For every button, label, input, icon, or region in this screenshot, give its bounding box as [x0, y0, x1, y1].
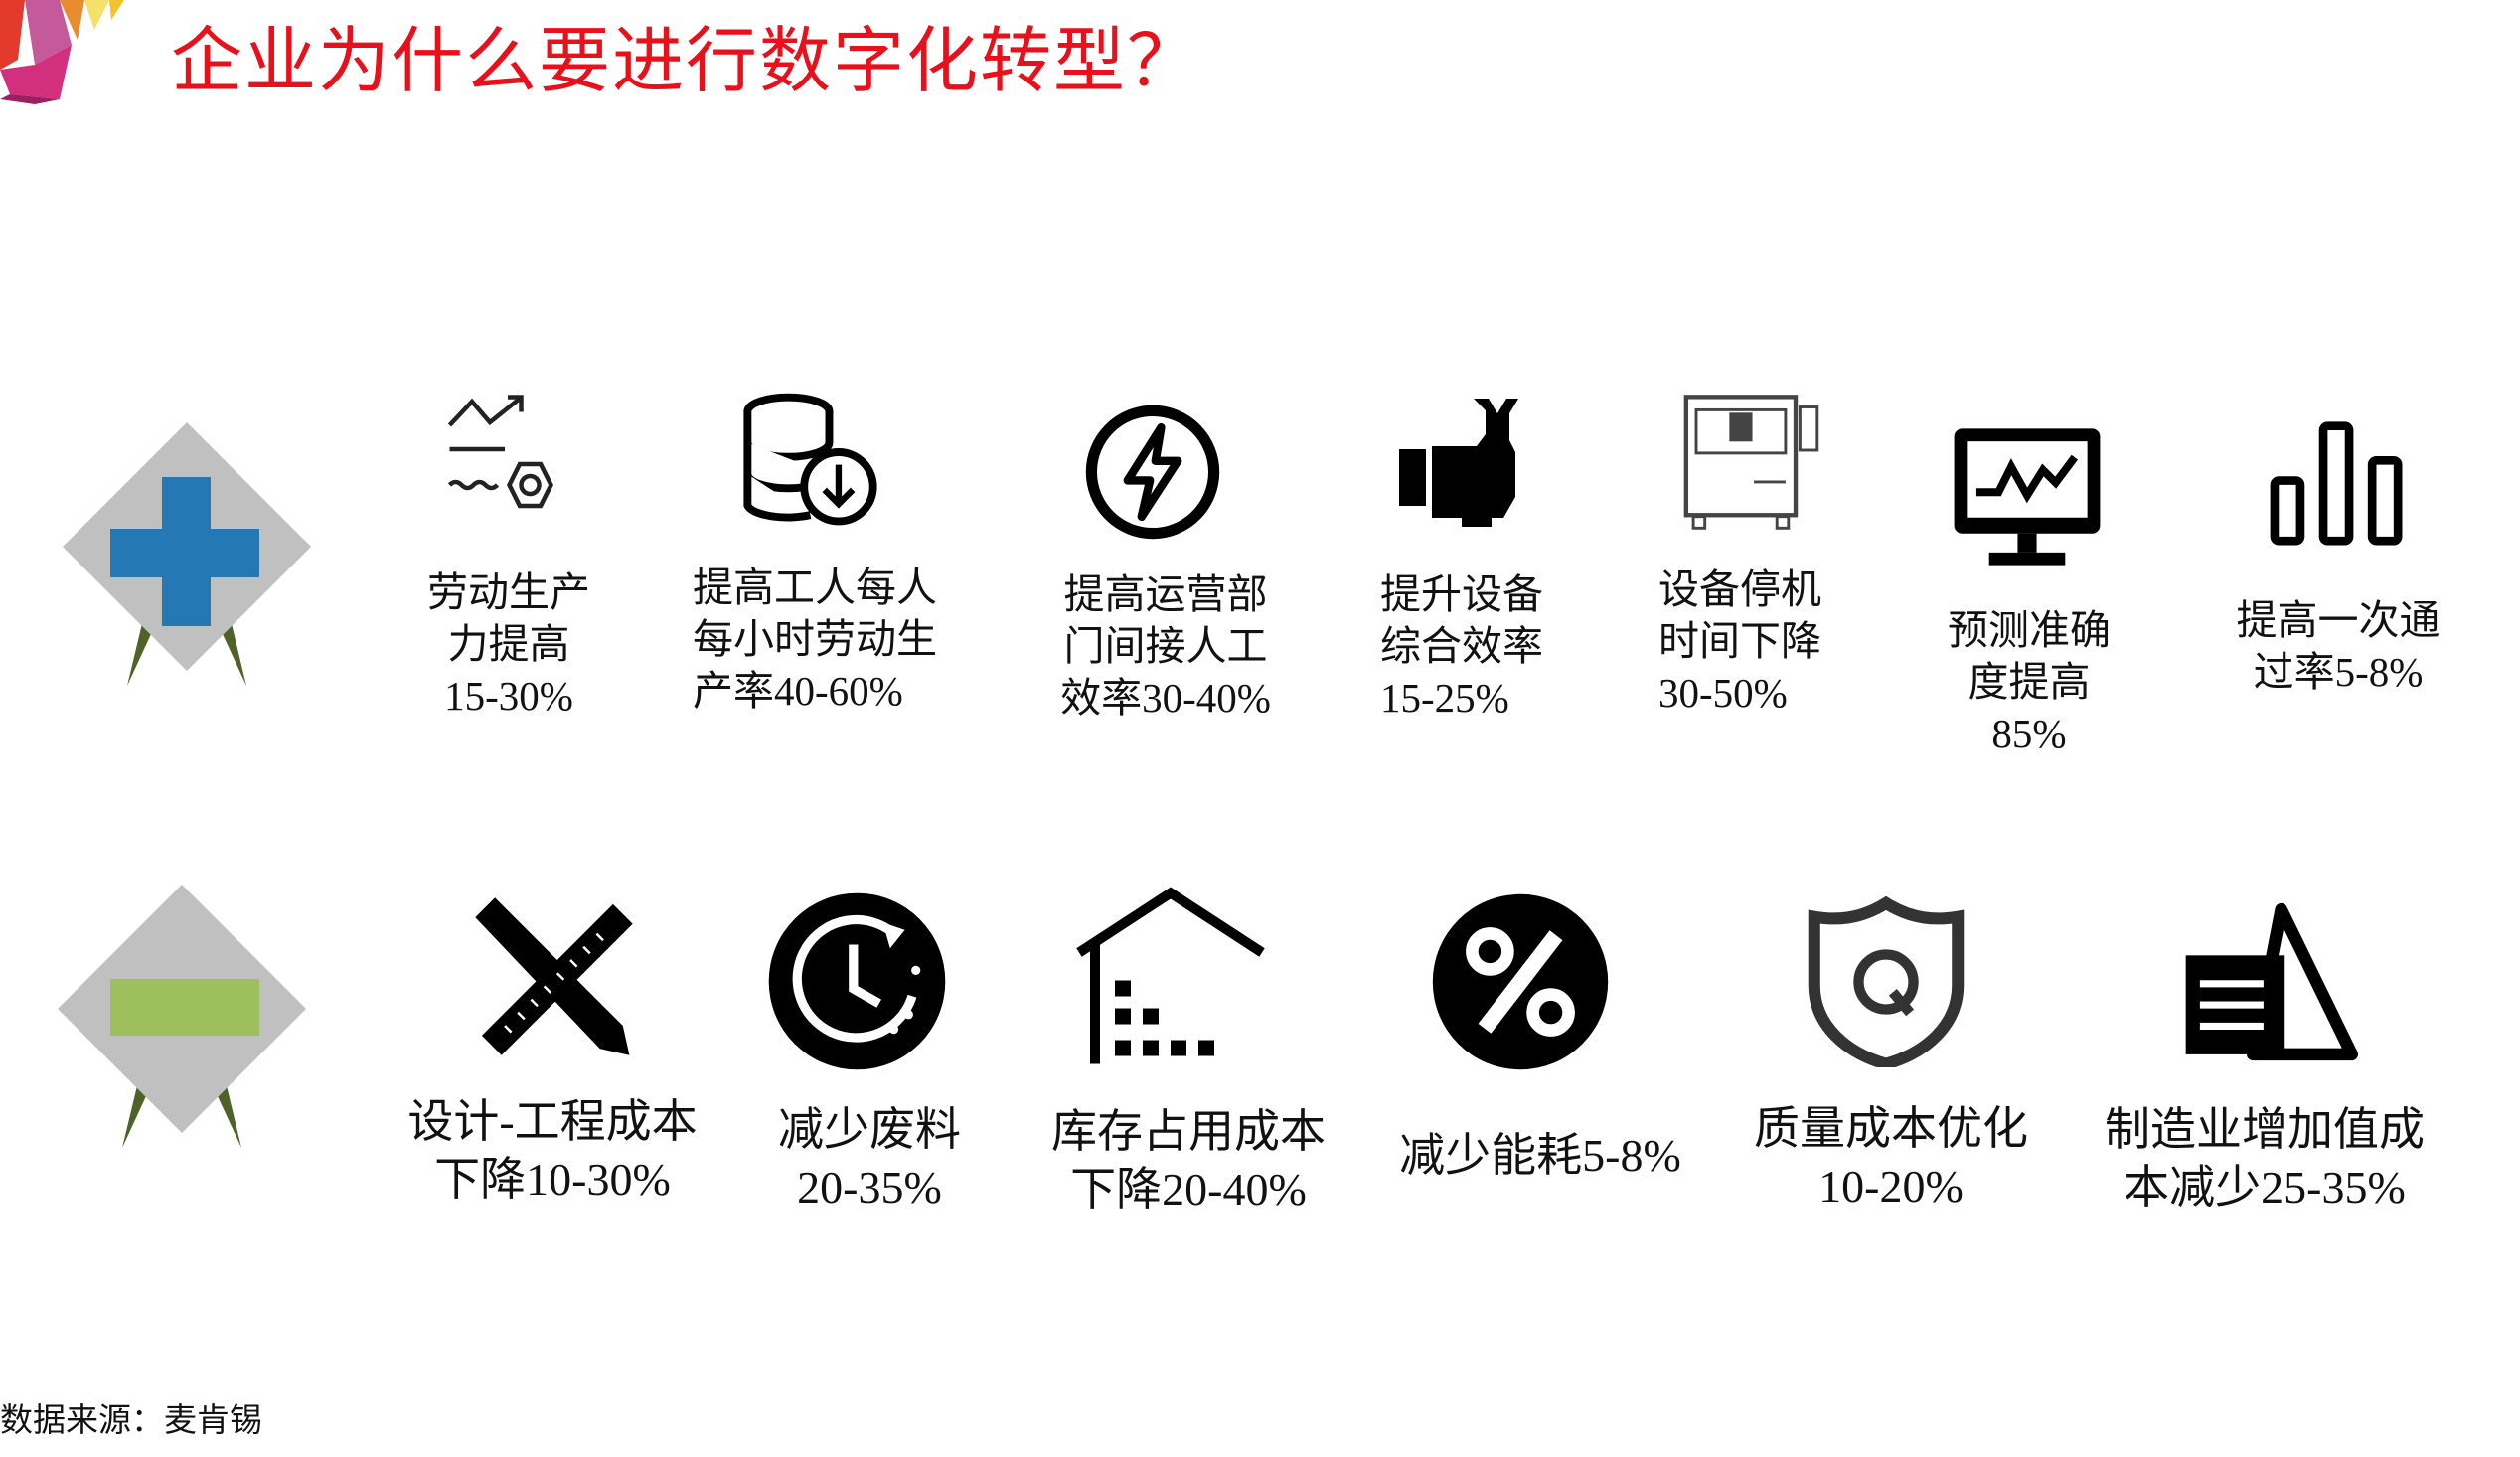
decrease-item-label: 质量成本优化 10-20%	[1754, 1103, 2028, 1212]
decrease-item-label: 制造业增加值成 本减少25-35%	[2105, 1104, 2425, 1213]
manufacturing-cost-icon	[2185, 902, 2358, 1061]
increase-item-label: 提高运营部 门间接人工 效率30-40%	[1060, 571, 1271, 721]
warehouse-icon	[1076, 887, 1265, 1064]
monitor-pulse-icon	[1954, 428, 2101, 566]
lightning-circle-icon	[1085, 405, 1220, 540]
increase-item-label: 提高一次通 过率5-8%	[2236, 597, 2441, 695]
clock-circle-icon	[768, 892, 946, 1070]
pencil-ruler-icon	[475, 897, 633, 1055]
productivity-chart-gear-icon	[447, 395, 554, 509]
increase-item-label: 设备停机 时间下降 30-50%	[1658, 567, 1821, 716]
bar-chart-icon	[2270, 421, 2403, 546]
hand-wrench-icon	[1399, 399, 1518, 527]
decrease-item-label: 减少能耗5-8%	[1399, 1130, 1681, 1181]
decrease-item-label: 减少废料 20-35%	[778, 1104, 961, 1213]
quality-shield-icon	[1808, 896, 1965, 1067]
source-note: 数据来源：麦肯锡	[0, 1403, 262, 1439]
decrease-item-label: 库存占用成本 下降20-40%	[1051, 1106, 1326, 1214]
increase-item-label: 提高工人每人 每小时劳动生 产率40-60%	[693, 565, 937, 714]
decrease-item-label: 设计-工程成本 下降10-30%	[407, 1096, 698, 1205]
plus-diamond-icon	[63, 422, 311, 686]
increase-item-label: 预测准确 度提高 85%	[1948, 607, 2111, 756]
increase-item-label: 提升设备 综合效率 15-25%	[1380, 571, 1543, 721]
percent-circle-icon	[1432, 893, 1609, 1070]
increase-item-label: 劳动生产 力提高 15-30%	[427, 569, 590, 719]
database-download-icon	[743, 393, 877, 526]
logo-polygon-icon	[0, 0, 124, 104]
minus-diamond-icon	[58, 885, 306, 1148]
machine-icon	[1683, 395, 1819, 530]
page-title: 企业为什么要进行数字化转型？	[171, 22, 1201, 101]
